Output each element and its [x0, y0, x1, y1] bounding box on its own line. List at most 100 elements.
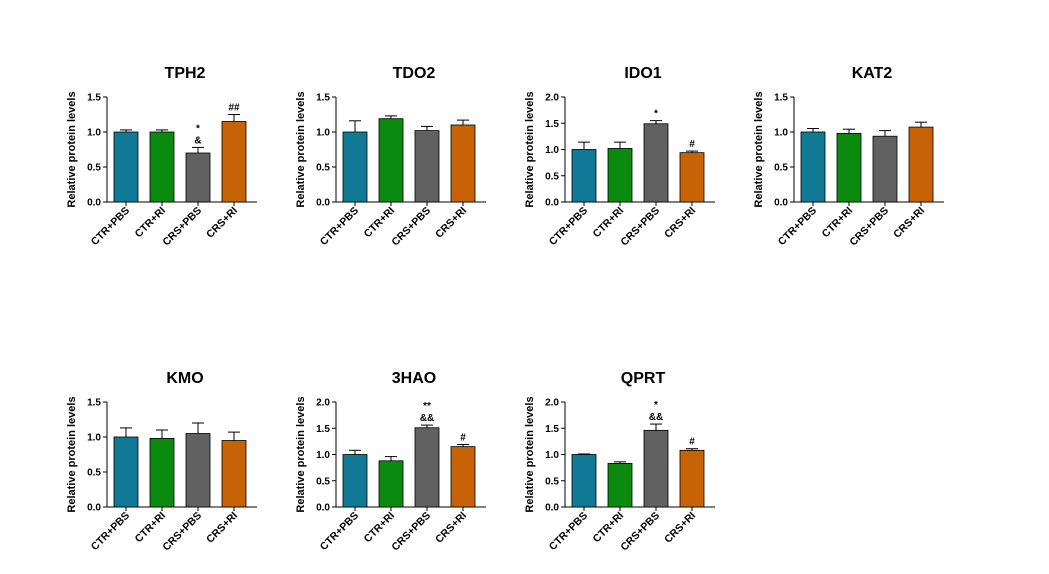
panel-kat2: KAT2 Relative protein levels 0.0 0.5 1.0 1.5 C… [753, 65, 944, 248]
y-tick-label: 0.0 [316, 503, 330, 514]
bar-ctr-pbs [342, 131, 368, 203]
x-tick-label: CTR+RI [591, 205, 627, 241]
y-tick-label: 0.5 [545, 171, 559, 182]
panel-title: IDO1 [624, 65, 661, 82]
x-tick-label: CTR+PBS [776, 205, 819, 248]
x-tick-label: CTR+RI [820, 205, 856, 241]
y-tick-label: 0.0 [87, 198, 101, 209]
bar-crs-ri [908, 126, 934, 203]
x-tick-label: CRS+PBS [160, 510, 204, 554]
y-tick-label: 1.5 [774, 93, 788, 104]
x-tick-label: CTR+PBS [547, 510, 590, 553]
bar-ctr-ri [149, 131, 175, 203]
x-tick-label: CRS+PBS [847, 205, 891, 249]
panel-title: KAT2 [852, 65, 893, 82]
panel-qprt: QPRT Relative protein levels 0.0 0.5 1.0 1.5 2… [524, 370, 715, 553]
x-tick-label: CTR+RI [362, 510, 398, 546]
panel-title: TDO2 [393, 65, 436, 82]
bar-crs-pbs [872, 135, 898, 203]
bar-crs-pbs [414, 130, 440, 203]
bar-ctr-ri [836, 132, 862, 203]
x-tick-label: CRS+RI [204, 510, 240, 546]
x-tick-label: CTR+PBS [318, 510, 361, 553]
x-tick-label: CTR+PBS [318, 205, 361, 248]
bar-ctr-ri [378, 460, 404, 508]
bar-crs-pbs [643, 123, 669, 203]
bar-ctr-ri [607, 148, 633, 203]
panel-title: QPRT [621, 370, 666, 387]
significance-label: & [194, 135, 201, 146]
panel-title: TPH2 [165, 65, 206, 82]
y-axis-label: Relative protein levels [295, 396, 307, 512]
bar-crs-ri [450, 446, 476, 508]
panel-title: KMO [166, 370, 203, 387]
y-tick-label: 2.0 [316, 398, 330, 409]
x-tick-label: CRS+PBS [389, 510, 433, 554]
bar-crs-pbs [185, 433, 211, 508]
x-tick-label: CTR+PBS [89, 205, 132, 248]
y-tick-label: 0.5 [545, 476, 559, 487]
x-tick-label: CRS+PBS [160, 205, 204, 249]
bar-crs-ri [679, 449, 705, 508]
x-tick-label: CRS+RI [662, 205, 698, 241]
panel-title: 3HAO [392, 370, 436, 387]
y-tick-label: 1.0 [774, 128, 788, 139]
y-tick-label: 0.0 [316, 198, 330, 209]
y-tick-label: 0.5 [87, 163, 101, 174]
bar-ctr-ri [378, 118, 404, 203]
significance-label: # [689, 437, 695, 448]
y-tick-label: 1.5 [316, 424, 330, 435]
x-tick-label: CRS+PBS [618, 205, 662, 249]
x-tick-label: CTR+RI [591, 510, 627, 546]
bar-ctr-pbs [113, 131, 139, 203]
bar-ctr-pbs [571, 454, 597, 508]
x-tick-label: CTR+RI [133, 510, 169, 546]
panel-kmo: KMO Relative protein levels 0.0 0.5 1.0 1.5 CT… [66, 370, 257, 553]
y-tick-label: 0.0 [545, 503, 559, 514]
y-tick-label: 1.0 [545, 145, 559, 156]
x-tick-label: CRS+PBS [618, 510, 662, 554]
y-tick-label: 2.0 [545, 93, 559, 104]
y-tick-label: 0.0 [87, 503, 101, 514]
significance-label: * [196, 123, 200, 134]
y-tick-label: 0.5 [316, 476, 330, 487]
significance-label: * [654, 109, 658, 120]
bar-crs-pbs [414, 427, 440, 508]
bar-ctr-pbs [342, 454, 368, 508]
x-tick-label: CTR+RI [133, 205, 169, 241]
y-tick-label: 1.0 [87, 128, 101, 139]
significance-label: && [649, 412, 663, 423]
bar-crs-pbs [185, 152, 211, 203]
x-tick-label: CTR+RI [362, 205, 398, 241]
bar-crs-ri [221, 121, 247, 203]
y-axis-label: Relative protein levels [753, 91, 765, 207]
significance-label: && [420, 413, 434, 424]
y-tick-label: 0.0 [774, 198, 788, 209]
y-tick-label: 1.5 [545, 424, 559, 435]
bar-ctr-pbs [113, 436, 139, 508]
x-tick-label: CTR+PBS [89, 510, 132, 553]
bar-crs-ri [450, 124, 476, 203]
significance-label: * [654, 400, 658, 411]
y-tick-label: 1.0 [316, 450, 330, 461]
bar-ctr-ri [149, 437, 175, 508]
y-tick-label: 1.0 [545, 450, 559, 461]
y-axis-label: Relative protein levels [524, 396, 536, 512]
bar-crs-ri [221, 440, 247, 508]
bar-ctr-pbs [571, 149, 597, 203]
panel-tph2: TPH2 Relative protein levels 0.0 0.5 1.0 1.5 C… [66, 65, 257, 248]
y-tick-label: 1.0 [87, 433, 101, 444]
y-tick-label: 0.0 [545, 198, 559, 209]
x-tick-label: CTR+PBS [547, 205, 590, 248]
significance-label: ## [228, 103, 240, 114]
y-tick-label: 2.0 [545, 398, 559, 409]
x-tick-label: CRS+RI [204, 205, 240, 241]
x-tick-label: CRS+RI [433, 510, 469, 546]
y-tick-label: 1.5 [87, 93, 101, 104]
panel-tdo2: TDO2 Relative protein levels 0.0 0.5 1.0 1.5 C… [295, 65, 486, 248]
x-tick-label: CRS+RI [891, 205, 927, 241]
significance-label: # [460, 433, 466, 444]
bar-crs-ri [679, 152, 705, 203]
significance-label: # [689, 139, 695, 150]
